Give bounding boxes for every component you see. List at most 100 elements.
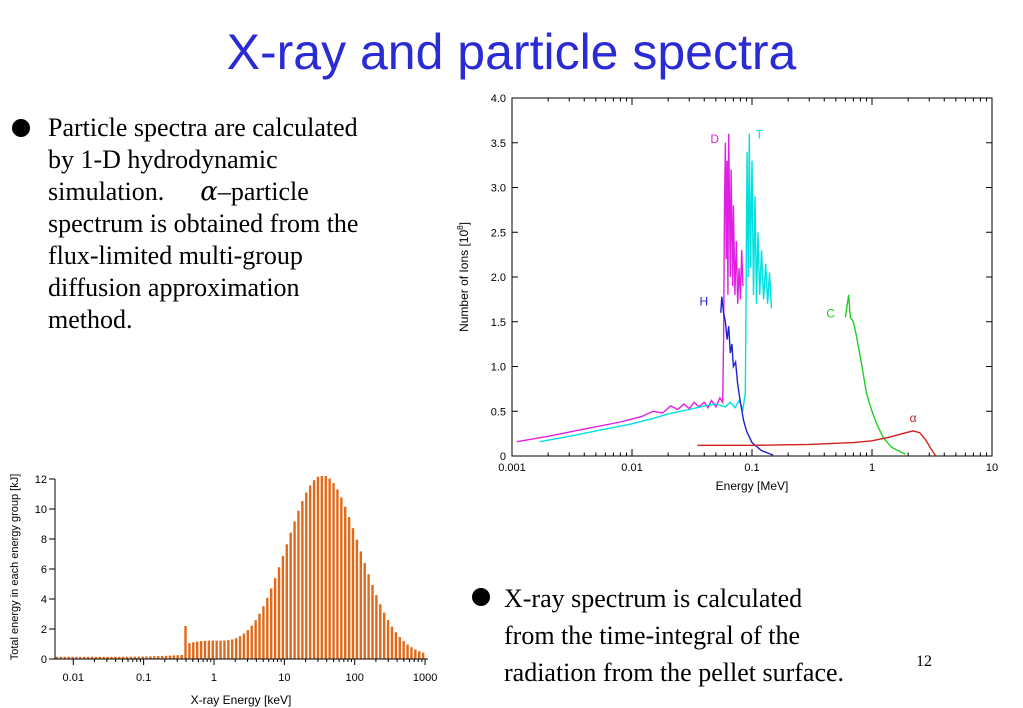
bar — [371, 585, 374, 659]
bar — [90, 656, 94, 659]
bar — [410, 647, 413, 659]
bar — [125, 656, 129, 659]
series-label-d: D — [710, 132, 719, 146]
y-tick-label: 0 — [41, 654, 47, 666]
y-tick-label: 2.0 — [491, 272, 506, 284]
bar — [157, 656, 160, 659]
bar — [207, 640, 211, 659]
bar — [332, 483, 335, 659]
bar — [172, 655, 176, 659]
bar — [118, 656, 121, 659]
bullet-1-line-4: spectrum is obtained from the — [48, 209, 359, 238]
series-label-c: C — [826, 306, 835, 320]
y-axis-label: Total energy in each energy group [kJ] — [9, 474, 21, 661]
x-tick-label: 10 — [278, 672, 290, 684]
x-tick-label: 0.01 — [621, 462, 642, 474]
bar — [195, 641, 199, 659]
bar — [86, 656, 90, 659]
bar — [55, 656, 59, 659]
bar — [215, 640, 218, 659]
particle-spectra-chart: 0 0.5 1.0 1.5 2.0 2.5 3.0 3.5 4.0 0.001 0.01 0.1 1 1… — [456, 93, 998, 493]
bar — [223, 640, 226, 659]
x-tick-label: 1 — [211, 672, 217, 684]
bar — [398, 637, 401, 659]
bar — [336, 489, 339, 659]
bar — [59, 656, 63, 659]
bar — [297, 510, 300, 659]
bar — [390, 626, 394, 659]
bullet-2-text: X-ray spectrum is calculated from the ti… — [504, 580, 984, 691]
bar — [266, 597, 269, 659]
bullet-1-line-6: diffusion approximation — [48, 273, 300, 302]
bullet-2-line-3: radiation from the pellet surface. — [504, 658, 845, 687]
bullet-1-text: Particle spectra are calculated by 1-D h… — [48, 112, 448, 336]
bar — [231, 639, 234, 659]
bar — [293, 521, 296, 659]
alpha-suffix: –particle — [217, 177, 309, 206]
bar — [199, 641, 203, 659]
bar — [273, 578, 277, 659]
bar — [79, 656, 82, 659]
bar — [316, 476, 320, 659]
bar — [258, 613, 261, 659]
bullet-marker — [472, 588, 490, 606]
y-tick-label: 4 — [41, 594, 47, 606]
bar — [149, 656, 152, 659]
bar — [168, 655, 172, 659]
bar — [67, 656, 70, 659]
bar — [406, 644, 409, 659]
y-tick-label: 3.0 — [491, 183, 506, 195]
bar — [320, 476, 324, 659]
y-tick-label: 8 — [41, 534, 47, 546]
bar — [238, 636, 242, 659]
bar — [98, 656, 102, 659]
bullet-2-line-2: from the time-integral of the — [504, 621, 801, 650]
series-label-h: H — [699, 295, 708, 309]
bullet-1-line-5: flux-limited multi-group — [48, 241, 303, 270]
bar — [160, 655, 164, 659]
x-tick-label: 100 — [346, 672, 364, 684]
bar — [359, 551, 363, 659]
y-tick-label: 0 — [500, 451, 506, 463]
bar — [386, 620, 390, 659]
y-tick-label: 2 — [41, 624, 47, 636]
bar — [367, 574, 370, 659]
bar — [180, 654, 183, 659]
alpha-symbol: α — [200, 177, 218, 207]
bar — [188, 643, 191, 659]
bar — [363, 563, 366, 659]
xray-spectrum-chart: 0 2 4 6 8 10 12 0.01 0.1 1 10 100 1000 X-ray Energy… — [9, 474, 437, 707]
series-label-alpha: α — [910, 411, 917, 425]
bar — [289, 532, 292, 659]
x-tick-label: 1000 — [413, 672, 437, 684]
bar — [83, 656, 86, 659]
series-line-t — [539, 133, 773, 443]
bar — [246, 630, 250, 659]
bar — [164, 655, 168, 659]
bar — [285, 544, 288, 659]
y-tick-label: 4.0 — [491, 93, 506, 105]
bar — [219, 640, 222, 659]
bullet-2-line-1: X-ray spectrum is calculated — [504, 584, 803, 613]
bullet-1-line-3-text: simulation. — [48, 177, 165, 206]
bar — [418, 651, 421, 659]
bar — [114, 656, 117, 659]
bar — [137, 656, 140, 659]
bar — [211, 640, 214, 659]
bar — [375, 595, 378, 659]
bar — [270, 588, 273, 659]
bar — [110, 656, 113, 659]
bar — [145, 656, 148, 659]
bar — [379, 604, 382, 659]
bar — [312, 480, 316, 659]
series-line-c — [844, 294, 906, 455]
bar — [121, 656, 125, 659]
y-tick-label: 10 — [35, 504, 47, 516]
bullet-1-line-2: by 1-D hydrodynamic — [48, 145, 278, 174]
bar — [351, 528, 355, 659]
y-axis-label: Number of Ions [108] — [456, 222, 471, 332]
bar — [262, 606, 265, 659]
bar — [133, 656, 137, 659]
slide-title: X-ray and particle spectra — [226, 24, 797, 80]
bar — [153, 656, 156, 659]
